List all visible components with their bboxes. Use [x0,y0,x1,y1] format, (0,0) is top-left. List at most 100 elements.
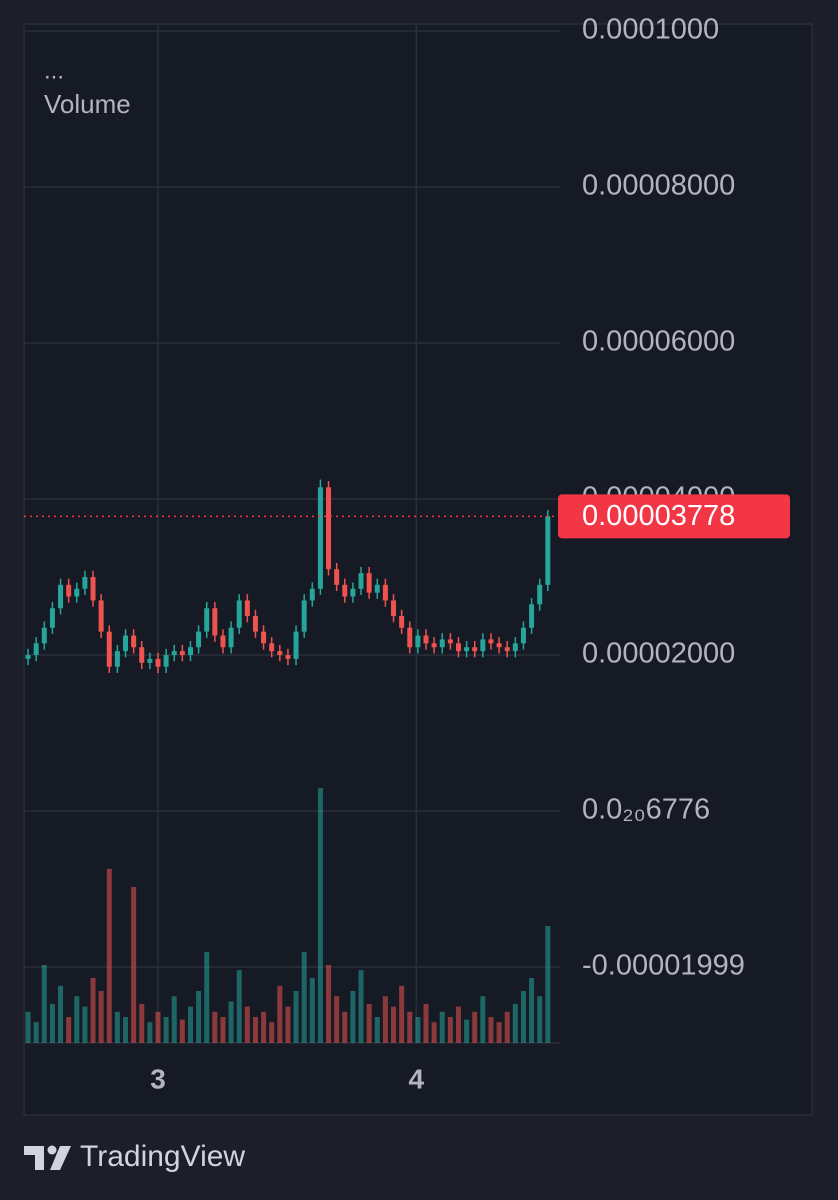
candle-body [496,643,502,648]
candle-body [537,584,543,605]
candle-body [244,600,250,617]
candle-body [334,569,340,585]
candle-body [204,608,210,632]
volume-bar [480,996,486,1043]
candle-body [293,631,299,659]
label-layer: 0.00010000.000080000.000060000.000040000… [150,14,790,1094]
volume-bar [90,978,96,1043]
volume-bar [520,991,526,1043]
candle-body [391,600,397,617]
volume-bar [399,985,405,1043]
volume-bar [326,965,332,1043]
volume-bar [228,1001,234,1043]
candle-body [447,639,453,644]
volume-bar [350,991,356,1043]
candle-body [431,643,437,648]
menu-dots[interactable]: ... [44,57,64,84]
volume-bar [204,952,210,1043]
candle-body [358,573,364,589]
volume-bar [464,1019,470,1043]
candle-body [58,584,64,609]
candle-body [480,639,486,652]
volume-bar [252,1017,258,1043]
volume-bar [423,1004,429,1043]
volume-bar [98,991,104,1043]
x-tick-label: 4 [408,1063,424,1094]
volume-bar [317,788,323,1043]
grid-layer [24,24,560,1043]
candle-body [155,658,161,667]
volume-bar [537,996,543,1043]
volume-bar [66,1017,72,1043]
y-tick-label: 0.0₂₀6776 [582,794,710,826]
candle-body [252,616,258,632]
candle-body [529,604,535,628]
volume-bar [342,1011,348,1043]
volume-bar [472,1011,478,1043]
brand-name: TradingView [80,1140,245,1173]
volume-bar [407,1011,413,1043]
candle-body [366,573,372,593]
volume-bar [82,1006,88,1043]
candle-body [317,487,323,589]
volume-bar [366,1004,372,1043]
volume-bar [504,1011,510,1043]
volume-bar [139,1004,145,1043]
candle-body [49,608,55,628]
candle-body [196,631,202,648]
volume-bar [512,1004,518,1043]
volume-bar [163,1017,169,1043]
volume-bar [114,1011,120,1043]
volume-bar [293,991,299,1043]
candle-body [131,635,137,648]
candle-body [423,635,429,644]
candle-body [220,635,226,648]
candle-body [106,631,112,667]
candle-body [179,651,185,656]
y-tick-label: 0.00008000 [582,170,735,202]
volume-bar [545,926,551,1043]
candle-body [147,658,153,663]
volume-bar [187,1006,193,1043]
candle-body [472,647,478,652]
candle-body [512,643,518,652]
volume-bar [358,970,364,1043]
volume-bar [439,1011,445,1043]
volume-bar [220,1017,226,1043]
candle-body [236,600,242,628]
candle-body [82,577,88,589]
chart-frame [23,23,813,1116]
volume-bar [374,1017,380,1043]
volume-bar [488,1017,494,1043]
volume-bar [131,887,137,1043]
volume-bar [431,1022,437,1043]
price-label-box [558,494,790,539]
price-label: 0.00003778 [582,500,735,532]
candle-body [90,577,96,601]
candle-body [163,655,169,667]
candle-body [520,627,526,644]
volume-bar [391,1006,397,1043]
volume-bar [33,1022,39,1043]
candle-body [350,588,356,597]
candle-body [25,655,31,659]
x-tick-label: 3 [150,1063,166,1094]
volume-bar [277,985,283,1043]
volume-bar [236,970,242,1043]
volume-bar [212,1011,218,1043]
y-tick-label: -0.00001999 [582,950,745,982]
candle-body [382,584,388,601]
y-tick-label: 0.00002000 [582,638,735,670]
candle-body [74,588,80,597]
candle-body [326,487,332,570]
volume-bar [285,1006,291,1043]
volume-bar [382,996,388,1043]
volume-bar [309,978,315,1043]
candle-body [439,639,445,648]
candle-body [261,631,267,644]
candle-body [114,651,120,667]
candle-body [545,516,551,585]
volume-bar [301,952,307,1043]
